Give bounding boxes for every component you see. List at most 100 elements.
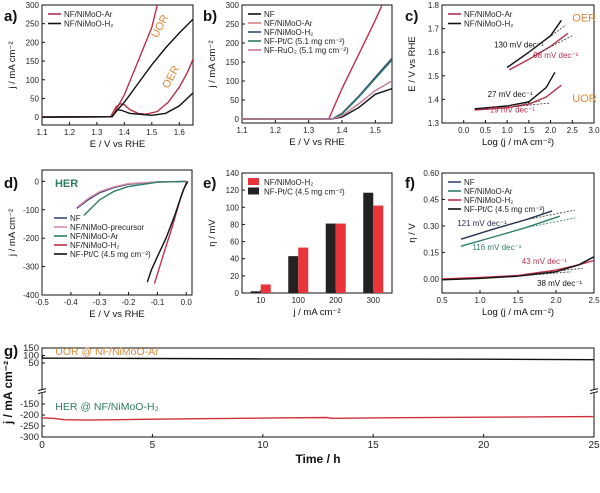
series-line	[460, 215, 561, 247]
fit-line	[507, 100, 540, 107]
y-tick-label: 100	[226, 77, 240, 86]
x-tick-label: 1.2	[270, 126, 282, 135]
legend-label: NF/NiMoO-H₂	[264, 178, 313, 187]
x-tick-label: 1.5	[523, 126, 535, 135]
y-tick-label: 250	[26, 20, 40, 29]
x-tick-label: 1.0	[474, 296, 486, 305]
series-line	[242, 80, 392, 120]
y-axis-label: j / mA cm⁻²	[7, 41, 18, 89]
legend-swatch	[248, 178, 259, 185]
annotation: UOR @ NF/NiMoO-Ar	[55, 346, 159, 358]
legend-label: NF/NiMoO-Ar	[464, 187, 513, 196]
y-tick-label: -200	[20, 410, 39, 421]
y-tick-label: 0	[35, 113, 40, 122]
y-tick-label: 0.45	[423, 195, 439, 204]
panel-c: 0.0 0.5 1.0 1.5 2.0 2.5 3.0 1.3 1.4 1.5 1.6 1.7 1.8 L…	[407, 1, 600, 148]
y-tick-label: 50	[28, 358, 39, 369]
y-tick-label: 200	[226, 39, 240, 48]
legend-label: NF/NiMoO-H₂	[70, 241, 119, 250]
x-tick-label: 2.0	[550, 296, 562, 305]
panel-d: -0.5 -0.4 -0.3 -0.2 -0.1 0.0 0 -100 -200 -300 -400…	[7, 169, 193, 320]
legend-label: NF	[264, 10, 275, 19]
y-tick-label: -150	[20, 399, 39, 410]
axis-break-mark	[589, 388, 599, 395]
y-tick-label: -100	[23, 206, 40, 215]
panel-f: 0.5 1.0 1.5 2.0 2.5 0.00 0.15 0.30 0.45 0.60 Log (…	[407, 169, 600, 318]
x-tick-label: 1.5	[512, 296, 524, 305]
bar	[298, 247, 309, 293]
series-line	[242, 57, 392, 120]
series-line	[146, 181, 189, 283]
y-tick-label: 80	[230, 220, 239, 229]
y-tick-label: 1.5	[428, 72, 440, 81]
axis-break	[39, 389, 45, 394]
series-line	[242, 87, 392, 120]
series-line	[442, 256, 594, 281]
annotation: 98 mV dec⁻¹	[533, 51, 578, 60]
x-axis-label: j / mA cm⁻²	[292, 307, 340, 318]
x-axis-label: E / V vs RHE	[90, 139, 145, 150]
fit-line	[528, 24, 567, 53]
legend-label: NF/NiMoO-Ar	[70, 232, 119, 241]
x-tick-label: 3.0	[588, 126, 600, 135]
x-tick-label: 25	[588, 440, 600, 451]
x-tick-label: 0.5	[436, 296, 448, 305]
y-tick-label: 60	[230, 238, 239, 247]
y-axis-label: j / mA cm⁻²	[207, 40, 218, 88]
bar	[288, 256, 299, 293]
annotation: 19 mV dec⁻¹	[490, 105, 535, 114]
x-tick-label: 0.0	[458, 126, 470, 135]
x-tick-label: 1.5	[370, 126, 382, 135]
legend-swatch	[248, 187, 259, 195]
x-tick-label: 2.5	[588, 296, 600, 305]
annotation: 130 mV dec⁻¹	[494, 40, 544, 49]
annotation: 27 mV dec⁻¹	[488, 90, 533, 99]
y-tick-label: 300	[26, 1, 40, 10]
x-axis-label: Log (j / mA cm⁻²)	[482, 137, 554, 148]
bar	[363, 192, 374, 293]
axis-break-mark	[37, 388, 47, 395]
y-tick-label: 0	[235, 289, 240, 298]
series-line	[42, 58, 193, 118]
fit-line	[517, 271, 572, 277]
annotation: HER	[55, 178, 78, 190]
fit-line	[525, 267, 583, 275]
x-tick-label: 300	[367, 296, 381, 305]
x-tick-label: 0.0	[181, 298, 193, 307]
y-tick-label: 1.7	[428, 25, 440, 34]
annotation: 116 mV dec⁻¹	[472, 243, 521, 252]
annotation: 38 mV dec⁻¹	[537, 279, 582, 288]
panel-label: e)	[203, 175, 216, 192]
plot-frame	[41, 4, 194, 126]
x-tick-label: 1.3	[91, 128, 103, 137]
series-line	[42, 92, 193, 118]
x-tick-label: -0.3	[93, 298, 107, 307]
x-tick-label: 1.6	[174, 128, 186, 137]
y-tick-label: 120	[226, 186, 240, 195]
series-line	[77, 180, 187, 207]
x-axis-label: E / V vs RHE	[289, 137, 344, 148]
x-tick-label: 5	[150, 440, 156, 451]
y-tick-label: 50	[30, 94, 39, 103]
legend-label: NF-Pt/C (4.5 mg cm⁻²)	[464, 205, 545, 214]
y-axis-label: j / mA cm⁻²	[1, 361, 15, 425]
legend-label: NF-RuO₂ (5.1 mg cm⁻²)	[264, 46, 349, 55]
y-tick-label: 50	[230, 96, 239, 105]
annotation: 121 mV dec⁻¹	[457, 219, 507, 228]
x-tick-label: 1.0	[502, 126, 514, 135]
y-tick-label: 20	[230, 272, 239, 281]
annotation: HER @ NF/NiMoO-H₂	[55, 401, 158, 413]
panel-label: g)	[4, 343, 18, 360]
x-tick-label: -0.4	[64, 298, 78, 307]
legend-label: NF/NiMoO-H₂	[464, 196, 513, 205]
y-tick-label: 100	[26, 76, 40, 85]
y-tick-label: 100	[23, 350, 39, 361]
plot-frame	[41, 347, 595, 438]
x-tick-label: -0.1	[150, 298, 164, 307]
y-tick-label: 0	[35, 177, 40, 186]
legend-label: NF/NiMoO-Ar	[464, 10, 513, 19]
y-tick-label: 100	[226, 203, 240, 212]
fit-line	[515, 102, 551, 107]
legend-label: NF-Pt/C (4.5 mg cm⁻²)	[70, 250, 151, 259]
y-axis-label: η / V	[407, 223, 418, 243]
